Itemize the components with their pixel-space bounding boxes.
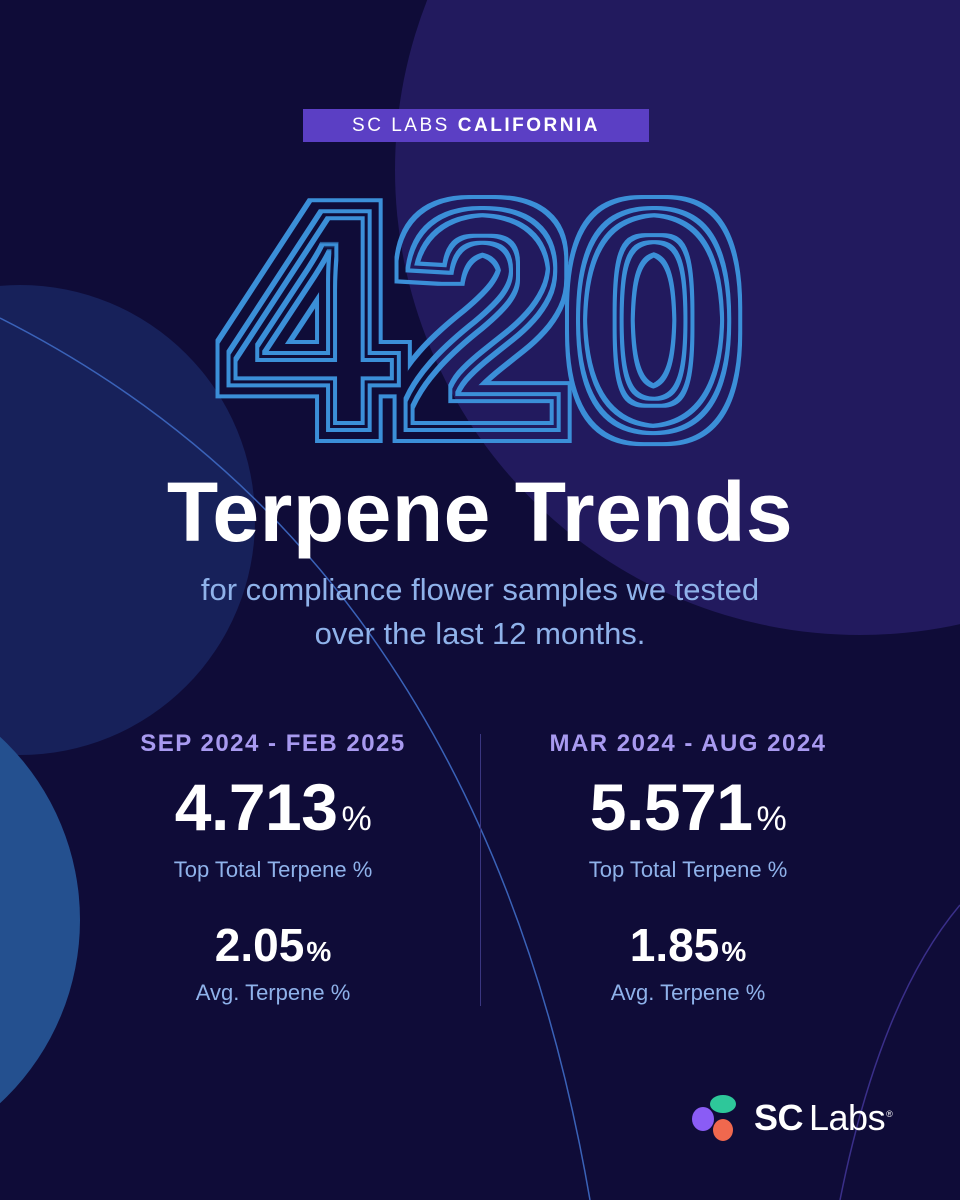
top-total-terpene-label: Top Total Terpene % xyxy=(588,857,788,882)
column-divider xyxy=(480,734,481,1006)
subtitle-line-2: over the last 12 months. xyxy=(314,616,646,651)
hero-number-text: 420 xyxy=(224,143,737,460)
upper-right-circle xyxy=(395,0,960,635)
avg-terpene-label: Avg. Terpene % xyxy=(610,980,766,1005)
avg-terpene-value: 1.85% xyxy=(468,918,908,979)
brand-name-regular: Labs xyxy=(809,1097,886,1138)
thin-arc-line xyxy=(0,317,591,1200)
badge-bold-text: CALIFORNIA xyxy=(457,114,600,136)
registered-mark: ® xyxy=(886,1109,893,1119)
hero-number-420: 420 xyxy=(224,143,743,460)
percent-sign: % xyxy=(721,936,747,967)
brand-name-bold: SC xyxy=(754,1097,804,1138)
subtitle-line-1: for compliance flower samples we tested xyxy=(200,572,760,607)
avg-terpene-label: Avg. Terpene % xyxy=(195,980,351,1005)
logo-orange-blob xyxy=(713,1119,733,1141)
thin-arc-line-right xyxy=(839,904,960,1200)
percent-sign: % xyxy=(341,800,372,838)
avg-value-number: 1.85 xyxy=(629,919,720,971)
left-large-circle xyxy=(0,285,255,755)
sc-labs-logo-icon xyxy=(692,1095,736,1141)
top-value-number: 5.571 xyxy=(589,770,753,844)
top-total-terpene-label: Top Total Terpene % xyxy=(173,857,373,882)
period-label: MAR 2024 - AUG 2024 xyxy=(549,730,827,757)
top-total-terpene-value: 4.713% xyxy=(53,770,493,856)
top-value-number: 4.713 xyxy=(174,770,338,844)
stats-column-recent: SEP 2024 - FEB 2025 4.713% Top Total Ter… xyxy=(53,728,493,1007)
avg-value-number: 2.05 xyxy=(214,919,305,971)
sc-labs-california-badge: SC LABS CALIFORNIA xyxy=(303,109,649,142)
percent-sign: % xyxy=(756,800,787,838)
logo-green-blob xyxy=(710,1095,736,1113)
subtitle: for compliance flower samples we tested … xyxy=(0,568,960,656)
top-total-terpene-value: 5.571% xyxy=(468,770,908,856)
period-label: SEP 2024 - FEB 2025 xyxy=(140,730,406,757)
avg-terpene-value: 2.05% xyxy=(53,918,493,979)
stats-column-previous: MAR 2024 - AUG 2024 5.571% Top Total Ter… xyxy=(468,728,908,1007)
page-title: Terpene Trends xyxy=(166,465,794,559)
left-bright-circle xyxy=(0,736,80,1104)
badge-light-text: SC LABS xyxy=(352,114,450,136)
percent-sign: % xyxy=(306,936,332,967)
brand-name: SC Labs® xyxy=(754,1097,893,1139)
logo-purple-blob xyxy=(692,1107,714,1131)
sc-labs-brand: SC Labs® xyxy=(690,1090,930,1146)
